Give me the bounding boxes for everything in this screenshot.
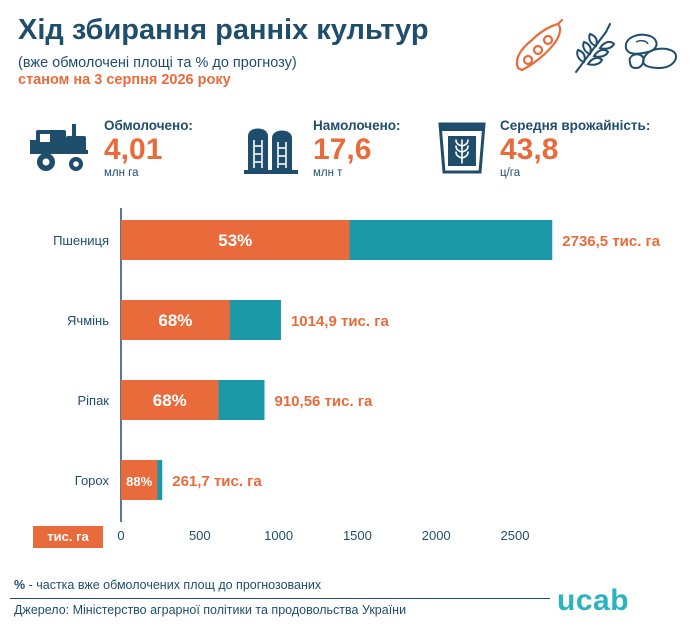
beans-icon — [624, 33, 678, 70]
category-label: Горох — [75, 473, 110, 488]
crop-icons-group — [515, 18, 678, 73]
stat-value: 17,6 — [313, 133, 372, 166]
stat-average-yield: Середня врожайність: 43,8 ц/га — [500, 118, 650, 179]
percent-label: 88% — [126, 474, 152, 489]
stat-value: 43,8 — [500, 133, 559, 166]
wheat-ear-icon — [575, 23, 616, 73]
grain-box-icon — [438, 122, 486, 174]
bar-threshed — [121, 300, 230, 340]
footer-divider — [10, 598, 550, 599]
x-tick-label: 1500 — [343, 528, 372, 543]
stat-threshed-area: Обмолочено: 4,01 млн га — [104, 118, 193, 179]
stat-unit: млн т — [313, 167, 343, 179]
unit-badge-label: тис. га — [47, 529, 89, 544]
total-label: 910,56 тис. га — [275, 393, 374, 410]
percent-label: 53% — [218, 231, 252, 250]
unit-badge — [33, 526, 103, 548]
x-tick-label: 2000 — [422, 528, 451, 543]
stat-label: Намолочено: — [313, 118, 401, 133]
category-label: Ячмінь — [67, 313, 109, 328]
total-label: 261,7 тис. га — [172, 473, 262, 490]
page-subtitle: (вже обмолочені площі та % до прогнозу) — [18, 55, 297, 71]
category-label: Пшениця — [53, 233, 109, 248]
bar-threshed — [121, 220, 350, 260]
stat-harvested-grain: Намолочено: 17,6 млн т — [313, 118, 401, 179]
footnote: % - частка вже обмолочених площ до прогн… — [14, 578, 321, 592]
stat-label: Середня врожайність: — [500, 118, 651, 133]
stat-value: 4,01 — [104, 133, 163, 166]
harvest-bar-chart: Пшениця 53% 2736,5 тис. га Ячмінь 68% 1014,9 … — [33, 208, 661, 548]
report-date: станом на 3 серпня 2026 року — [18, 72, 231, 88]
combine-harvester-icon — [30, 124, 88, 171]
percent-label: 68% — [158, 311, 192, 330]
x-tick-label: 500 — [189, 528, 211, 543]
page-title: Хід збирання ранніх культур — [18, 14, 429, 46]
total-label: 1014,9 тис. га — [291, 313, 390, 330]
x-tick-label: 1000 — [264, 528, 293, 543]
bar-threshed — [121, 460, 158, 500]
soybean-pod-icon — [515, 18, 564, 72]
grain-silo-icon — [244, 128, 298, 174]
stat-unit: млн га — [104, 167, 139, 179]
footnote-text: - частка вже обмолочених площ до прогноз… — [25, 578, 322, 592]
percent-label: 68% — [153, 391, 187, 410]
bar-threshed — [121, 380, 219, 420]
footnote-mark: % — [14, 578, 26, 592]
stat-unit: ц/га — [500, 167, 521, 179]
source-note: Джерело: Міністерство аграрної політики … — [14, 603, 407, 617]
x-tick-label: 2500 — [501, 528, 530, 543]
x-tick-label: 0 — [117, 528, 124, 543]
ucab-logo: ucab — [557, 584, 630, 617]
category-label: Ріпак — [77, 393, 109, 408]
stat-label: Обмолочено: — [104, 118, 193, 133]
total-label: 2736,5 тис. га — [562, 233, 661, 250]
